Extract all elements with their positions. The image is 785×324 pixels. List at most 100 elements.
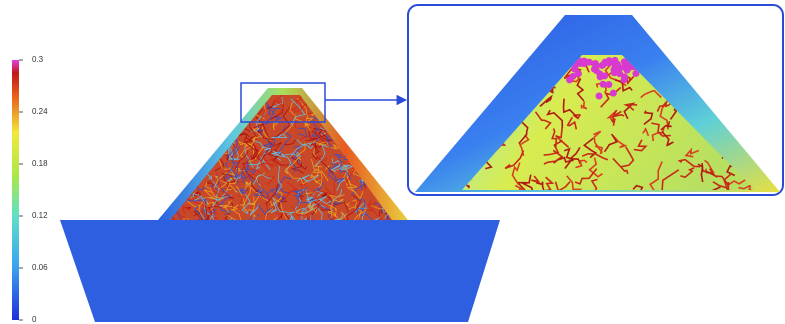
crack [170, 119, 178, 138]
crack [244, 146, 254, 169]
crack [237, 136, 257, 148]
crack [381, 117, 392, 126]
crack [176, 109, 187, 114]
crack [199, 99, 217, 111]
crack [170, 104, 181, 115]
crack [265, 183, 278, 207]
crack [314, 144, 329, 168]
crack [175, 137, 188, 160]
crack [213, 167, 236, 189]
crack [231, 162, 239, 173]
crack [378, 209, 388, 217]
crack [349, 95, 372, 101]
inset-core [462, 55, 755, 190]
crack [661, 131, 674, 147]
crack [180, 132, 202, 146]
crack [233, 150, 249, 171]
crack [170, 99, 188, 108]
crack [296, 97, 308, 128]
crack [197, 99, 206, 106]
crack [190, 193, 204, 216]
crack [347, 179, 360, 205]
crack [386, 202, 392, 220]
crack [612, 110, 625, 118]
crack [195, 151, 206, 166]
crack [178, 100, 189, 114]
crack [192, 113, 207, 130]
crack [539, 94, 553, 107]
crack [172, 116, 179, 132]
crack [221, 100, 234, 118]
crack [594, 145, 604, 155]
crack [145, 194, 167, 216]
crack [193, 146, 204, 161]
crack [306, 198, 320, 220]
crack [205, 201, 215, 211]
particle [611, 62, 619, 70]
crack [362, 138, 375, 153]
crack [247, 163, 256, 174]
crack [369, 135, 383, 163]
zoom-box [240, 82, 326, 123]
crack [388, 119, 392, 143]
crack [359, 110, 374, 122]
crack [612, 134, 627, 149]
crack [175, 212, 194, 220]
crack [511, 162, 521, 186]
crack [217, 181, 232, 203]
crack [268, 140, 282, 156]
crack [620, 146, 635, 168]
crack [377, 170, 392, 180]
crack [350, 207, 367, 220]
crack [191, 119, 199, 139]
crack [253, 173, 272, 185]
crack [326, 176, 337, 206]
crack [368, 114, 385, 125]
crack [243, 180, 252, 190]
crack [286, 182, 299, 192]
crack [174, 144, 179, 156]
crack [328, 166, 345, 184]
crack [230, 185, 246, 212]
particle [590, 65, 598, 73]
crack [206, 99, 223, 112]
crack [181, 143, 200, 154]
particle [605, 80, 613, 88]
crack [226, 176, 239, 191]
crack [207, 213, 221, 220]
colorbar-label: 0.3 [32, 55, 44, 64]
crack [320, 192, 327, 200]
crack [386, 132, 392, 136]
crack [707, 186, 721, 190]
crack [562, 98, 578, 118]
crack [329, 110, 347, 119]
crack [214, 116, 233, 129]
crack [270, 188, 286, 204]
crack [518, 118, 529, 145]
crack [180, 202, 191, 215]
crack [292, 189, 304, 200]
crack [283, 151, 302, 157]
crack [172, 127, 187, 143]
crack [531, 175, 541, 184]
crack [267, 151, 283, 161]
crack [643, 110, 654, 126]
crack [193, 191, 210, 210]
crack [534, 111, 552, 130]
crack [249, 204, 260, 216]
crack [310, 128, 321, 144]
crack [195, 142, 212, 149]
colorbar-label: 0 [32, 315, 37, 324]
crack [253, 122, 264, 134]
crack [363, 199, 377, 212]
crack [235, 195, 244, 213]
crack [347, 117, 371, 139]
crack [199, 128, 216, 153]
crack [367, 205, 392, 220]
crack [336, 154, 352, 181]
crack [369, 144, 387, 162]
crack [271, 159, 291, 166]
crack [187, 157, 201, 170]
crack [554, 181, 565, 190]
crack [329, 199, 341, 219]
